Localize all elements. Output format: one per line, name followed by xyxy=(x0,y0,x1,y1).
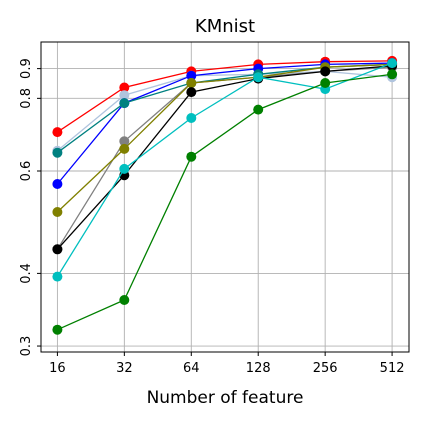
series-line xyxy=(56,65,393,250)
series-3 xyxy=(52,59,398,158)
x-tick-label: 128 xyxy=(246,361,271,376)
series-line xyxy=(57,73,393,331)
data-point xyxy=(253,72,264,83)
x-tick-label: 512 xyxy=(380,361,405,376)
x-tick-label: 16 xyxy=(49,361,66,376)
series-line xyxy=(56,70,393,152)
data-point xyxy=(52,127,63,138)
chart-title: KMnist xyxy=(195,16,255,37)
series-line xyxy=(56,63,393,213)
y-tick-label: 0.6 xyxy=(19,161,34,182)
data-point xyxy=(253,104,264,115)
series-line xyxy=(56,62,393,277)
series-line xyxy=(56,66,393,250)
x-tick-label: 32 xyxy=(116,361,133,376)
series-line xyxy=(57,60,393,133)
data-point xyxy=(52,244,63,255)
data-point xyxy=(52,271,63,282)
y-tick-label: 0.3 xyxy=(19,336,34,357)
data-point xyxy=(119,163,130,174)
series-6 xyxy=(52,60,398,255)
x-tick-label: 256 xyxy=(313,361,338,376)
grid xyxy=(41,42,409,352)
data-point xyxy=(320,66,331,77)
data-point xyxy=(186,87,197,98)
data-point xyxy=(119,82,130,93)
series-7 xyxy=(52,58,398,282)
data-point xyxy=(52,324,63,335)
data-point xyxy=(186,78,197,88)
data-point xyxy=(119,90,130,101)
series-0 xyxy=(52,55,398,138)
data-point xyxy=(52,147,63,158)
y-tick-label: 0.8 xyxy=(19,88,34,109)
series-lines xyxy=(52,55,398,335)
y-tick-label: 0.4 xyxy=(19,263,34,284)
series-5 xyxy=(52,59,398,217)
data-point xyxy=(119,136,130,147)
data-point xyxy=(186,151,197,162)
axis-ticks: 16 32 64 128 256 512 0.3 0.4 0.6 0.8 0.9 xyxy=(19,58,405,376)
data-point xyxy=(119,143,130,154)
series-8 xyxy=(52,69,398,335)
data-point xyxy=(387,58,398,69)
data-point xyxy=(119,98,130,109)
data-point xyxy=(52,179,63,189)
series-4 xyxy=(52,62,398,255)
plot-frame xyxy=(40,41,410,353)
data-point xyxy=(52,207,63,217)
data-point xyxy=(186,70,197,81)
data-point xyxy=(320,78,331,88)
data-point xyxy=(186,113,197,123)
x-axis-title: Number of feature xyxy=(147,388,304,408)
series-line xyxy=(56,62,393,185)
series-2 xyxy=(52,58,398,189)
x-tick-label: 64 xyxy=(183,361,200,376)
data-point xyxy=(119,295,130,305)
data-point xyxy=(387,69,398,80)
y-tick-label: 0.9 xyxy=(19,58,34,79)
